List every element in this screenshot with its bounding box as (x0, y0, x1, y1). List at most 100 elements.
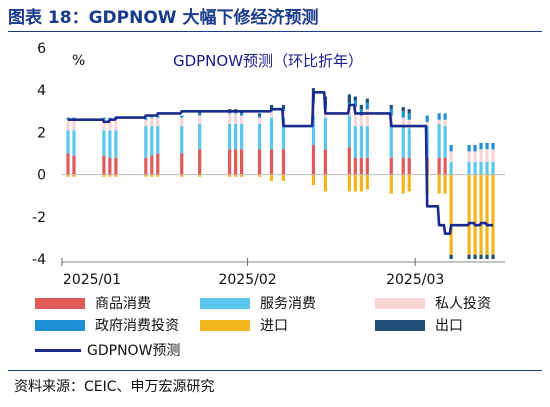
bar-segment (407, 157, 411, 175)
bar-segment (359, 174, 363, 192)
bar-segment (239, 174, 244, 177)
bar-segment (257, 123, 262, 150)
bar-segment (311, 174, 316, 186)
bar-segment (234, 123, 238, 150)
bar-segment (269, 111, 274, 118)
bar-segment (359, 126, 363, 158)
legend-swatch (35, 297, 85, 309)
bar-segment (72, 119, 76, 131)
bar-segment (239, 123, 244, 150)
bar-segment (198, 115, 202, 124)
bar-segment (437, 113, 441, 120)
legend-label: 出口 (435, 318, 463, 334)
bar-segment (156, 115, 160, 118)
y-tick-label: 2 (37, 125, 46, 141)
bar-segment (108, 174, 112, 177)
bar-segment (401, 157, 405, 175)
bar-segment (485, 254, 489, 259)
bar-segment (114, 119, 118, 131)
bar-segment (407, 174, 411, 192)
legend-item: 商品消费 (35, 294, 151, 312)
legend-swatch (35, 319, 85, 331)
bar-segment (479, 149, 483, 162)
legend-label: 进口 (260, 318, 288, 334)
bar-segment (347, 115, 351, 148)
bar-segment (66, 130, 70, 154)
bar-segment (108, 157, 112, 175)
bar-segment (389, 109, 393, 116)
legend-item: 私人投资 (375, 294, 491, 312)
stacked-bar-chart: 6 4 2 0 -2 -4 % GDPNOW预测（环比折年） 2025/01 2025/02… (32, 41, 505, 288)
bar-segment (365, 126, 369, 158)
bar-segment (467, 174, 471, 255)
bar-segment (234, 149, 238, 175)
bar-segment (425, 121, 429, 127)
bar-segment (443, 126, 447, 158)
bar-segment (72, 130, 76, 156)
bar-segment (144, 119, 148, 127)
legend-label: 服务消费 (260, 296, 316, 312)
bar-segment (473, 145, 477, 152)
bar-segment (425, 115, 429, 122)
bar-segment (437, 157, 441, 175)
legend-item: 服务消费 (200, 294, 316, 312)
bar-segment (323, 117, 328, 150)
bar-segment (359, 157, 363, 175)
bar-segment (234, 113, 238, 124)
bar-segment (180, 126, 184, 154)
bar-segment (156, 117, 160, 127)
bar-segment (66, 153, 70, 175)
legend-item: 政府消费投资 (35, 316, 179, 334)
bar-segment (359, 104, 363, 110)
bar-segment (239, 149, 244, 175)
bar-segment (239, 113, 244, 116)
bar-segment (407, 119, 411, 129)
bar-segment (467, 145, 471, 152)
bar-segment (443, 174, 447, 194)
bar-segment (180, 117, 184, 127)
legend-line-swatch (35, 348, 81, 352)
bar-segment (401, 174, 405, 194)
bar-segment (281, 149, 286, 175)
bar-segment (353, 96, 357, 101)
bar-segment (473, 161, 477, 175)
bar-segment (228, 113, 232, 124)
bar-segment (114, 174, 118, 177)
bar-segment (347, 94, 351, 103)
source-note: 资料来源：CEIC、申万宏源研究 (14, 379, 215, 395)
chart-title: GDPNOW预测（环比折年） (173, 52, 363, 70)
bar-segment (389, 126, 393, 158)
bar-segment (353, 174, 357, 192)
bar-segment (257, 115, 262, 118)
bar-segment (485, 149, 489, 162)
bar-segment (228, 123, 232, 150)
bar-segment (102, 174, 106, 177)
bar-segment (407, 109, 411, 114)
bar-segment (479, 254, 483, 259)
bar-segment (269, 149, 274, 175)
bar-segment (257, 113, 262, 116)
bar-segment (228, 174, 232, 177)
y-tick-label: 4 (37, 83, 46, 99)
bar-segment (180, 153, 184, 175)
bar-segment (180, 174, 184, 177)
bar-segment (473, 254, 477, 259)
bar-segment (102, 117, 106, 120)
bar-segment (180, 115, 184, 118)
bar-segment (228, 149, 232, 175)
bar-segment (401, 126, 405, 158)
bar-segment (473, 174, 477, 255)
bar-segment (144, 174, 148, 177)
bar-segment (323, 149, 328, 175)
bar-segment (150, 174, 154, 177)
bar-segment (114, 157, 118, 175)
bar-segment (239, 115, 244, 124)
bar-segment (72, 155, 76, 175)
x-tick-label: 2025/02 (218, 272, 276, 288)
bar-segment (144, 126, 148, 158)
bar-segment (150, 126, 154, 156)
bar-segment (479, 174, 483, 255)
legend-item-line: GDPNOW预测 (35, 341, 180, 359)
bar-segment (365, 109, 369, 127)
bar-segment (365, 157, 369, 175)
